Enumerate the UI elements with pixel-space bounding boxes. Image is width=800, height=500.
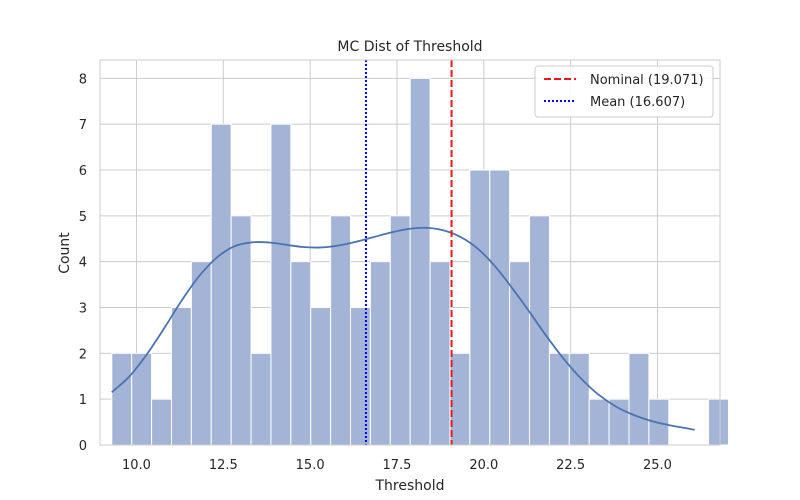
y-tick-label: 1 xyxy=(79,393,87,408)
histogram-bar xyxy=(111,352,133,446)
y-tick-labels: 0 1 2 3 4 5 6 7 8 xyxy=(79,72,87,454)
histogram-bar xyxy=(628,352,650,446)
y-tick-label: 7 xyxy=(79,118,87,133)
legend-mean-label: Mean (16.607) xyxy=(590,95,685,110)
histogram-bar xyxy=(131,352,153,446)
histogram-bar xyxy=(469,169,491,446)
legend-box xyxy=(534,65,714,118)
histogram-bar xyxy=(330,215,352,446)
histogram-bar xyxy=(151,398,172,446)
y-axis-label: Count xyxy=(57,232,73,274)
histogram-bar xyxy=(389,215,411,446)
histogram-bar xyxy=(369,261,391,446)
x-axis-label: Threshold xyxy=(375,478,445,494)
histogram-bar xyxy=(250,352,272,446)
histogram-bar xyxy=(568,352,590,446)
y-tick-label: 0 xyxy=(79,439,87,454)
histogram-bar xyxy=(190,261,212,446)
histogram-bar xyxy=(489,169,511,446)
y-tick-label: 6 xyxy=(79,164,87,179)
histogram-bar xyxy=(529,215,550,446)
histogram-bar xyxy=(350,307,371,446)
x-tick-label: 10.0 xyxy=(122,458,151,473)
histogram-bar xyxy=(270,123,292,446)
chart-title: MC Dist of Threshold xyxy=(337,39,482,55)
reference-lines xyxy=(364,60,453,445)
y-tick-label: 2 xyxy=(79,347,87,362)
histogram-bar xyxy=(310,307,332,446)
histogram-bar xyxy=(588,398,610,446)
kde-line xyxy=(111,226,695,431)
histogram-bars xyxy=(111,77,729,446)
legend: Nominal (19.071) Mean (16.607) xyxy=(534,65,714,118)
histogram-bar xyxy=(608,398,630,446)
histogram-bar xyxy=(290,261,312,446)
histogram-bar xyxy=(230,215,252,446)
y-tick-label: 5 xyxy=(79,210,87,225)
x-tick-label: 17.5 xyxy=(382,458,411,473)
x-tick-label: 20.0 xyxy=(469,458,498,473)
y-tick-label: 3 xyxy=(79,302,87,317)
y-tick-label: 4 xyxy=(79,256,87,271)
histogram-bar xyxy=(548,352,570,446)
kde-curve xyxy=(111,226,695,431)
x-tick-label: 25.0 xyxy=(643,458,672,473)
plot-frame xyxy=(99,59,721,446)
x-tick-labels: 10.0 12.5 15.0 17.5 20.0 22.5 25.0 xyxy=(122,458,672,473)
x-tick-label: 12.5 xyxy=(209,458,238,473)
histogram-bar xyxy=(449,352,471,446)
histogram-bar xyxy=(170,307,192,446)
histogram-bar xyxy=(429,261,451,446)
histogram-bar xyxy=(708,398,729,446)
histogram-bar xyxy=(210,123,232,446)
legend-nominal-label: Nominal (19.071) xyxy=(590,73,704,88)
x-tick-label: 22.5 xyxy=(556,458,585,473)
histogram-bar xyxy=(409,77,431,446)
x-tick-label: 15.0 xyxy=(296,458,325,473)
y-tick-label: 8 xyxy=(79,72,87,87)
